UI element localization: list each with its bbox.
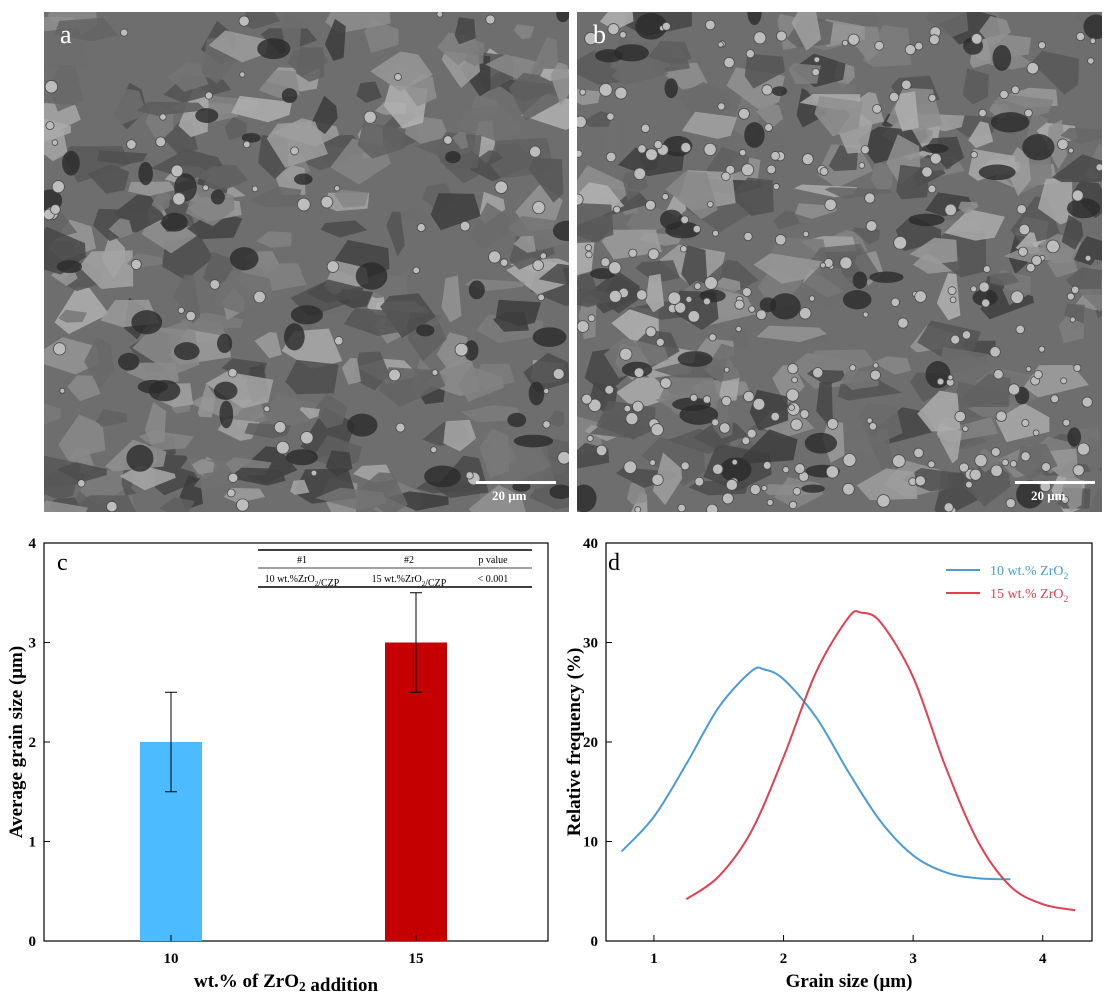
y-tick-label-d: 10 xyxy=(583,835,598,851)
y-tick-label-d: 30 xyxy=(583,636,598,652)
scale-bar-label-b: 20 μm xyxy=(1031,488,1066,503)
x-tick-label-10: 10 xyxy=(164,951,179,967)
y-tick-label-d: 0 xyxy=(591,934,599,950)
sem-texture-a xyxy=(44,12,569,512)
sem-image-a: a 20 μm xyxy=(44,12,569,512)
bar-chart-c: 0 1 2 3 4 10 15 wt.% of ZrO2 addition Average gr… xyxy=(6,536,549,996)
table-header-cell: p value xyxy=(478,555,508,566)
sem-texture-b xyxy=(577,12,1102,512)
panel-label-a: a xyxy=(60,20,72,49)
scale-bar-label-a: 20 μm xyxy=(492,488,527,503)
table-cell: 15 wt.%ZrO2/CZP xyxy=(372,574,447,589)
y-tick-label-c: 1 xyxy=(29,835,37,851)
y-tick-label-c: 3 xyxy=(29,636,37,652)
table-header-cell: #1 xyxy=(297,555,307,566)
y-tick-label-c: 0 xyxy=(29,934,37,950)
x-tick-label-d: 4 xyxy=(1039,951,1047,967)
x-axis-label-d: Grain size (μm) xyxy=(786,971,913,992)
x-axis-label-c: wt.% of ZrO2 addition xyxy=(194,971,378,996)
y-tick-label-d: 20 xyxy=(583,735,598,751)
plot-frame-c xyxy=(43,542,549,942)
table-cell: < 0.001 xyxy=(478,574,509,585)
x-tick-label-d: 3 xyxy=(909,951,917,967)
y-tick-label-d: 40 xyxy=(583,536,598,552)
y-tick-label-c: 4 xyxy=(29,536,37,552)
series-line-2 xyxy=(685,610,1076,912)
y-tick-label-c: 2 xyxy=(29,735,37,751)
y-axis-label-c: Average grain size (μm) xyxy=(6,646,27,838)
table-cell: 10 wt.%ZrO2/CZP xyxy=(265,574,340,589)
y-axis-label-d: Relative frequency (%) xyxy=(564,648,585,837)
panel-label-c: c xyxy=(57,550,68,576)
series-line-1 xyxy=(620,666,1011,881)
legend-label-2: 15 wt.% ZrO2 xyxy=(990,587,1069,605)
x-tick-label-d: 2 xyxy=(780,951,788,967)
plot-frame-d xyxy=(605,542,1093,942)
sem-image-b: b 20 μm xyxy=(577,12,1102,512)
line-chart-d: 0 10 20 30 40 1 2 3 4 10 wt.% ZrO2 15 wt.% ZrO2 Gra… xyxy=(564,536,1093,992)
panel-label-d: d xyxy=(608,550,620,576)
table-header-cell: #2 xyxy=(404,555,414,566)
panel-label-b: b xyxy=(593,20,606,49)
scale-bar-a xyxy=(476,481,556,484)
x-tick-label-d: 1 xyxy=(650,951,658,967)
scale-bar-b xyxy=(1015,481,1095,484)
legend-label-1: 10 wt.% ZrO2 xyxy=(990,564,1069,582)
x-tick-label-15: 15 xyxy=(409,951,424,967)
